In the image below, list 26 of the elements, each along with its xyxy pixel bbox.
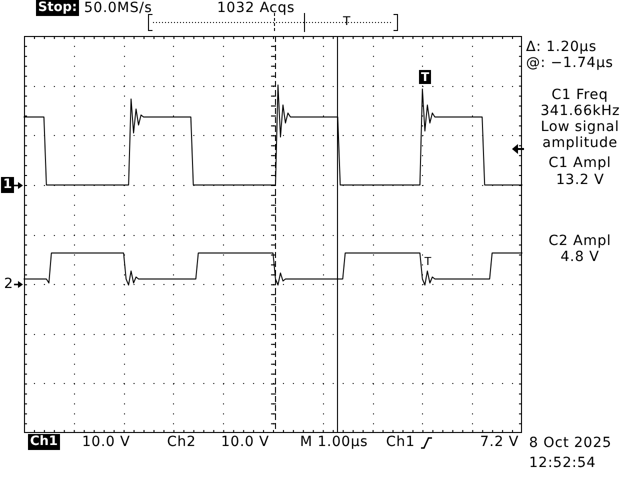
text: 2 bbox=[4, 276, 14, 292]
text: C1 Freq bbox=[552, 87, 608, 103]
text: 12:52:54 bbox=[529, 455, 596, 471]
text: @: −1.74µs bbox=[526, 55, 614, 71]
text: 1032 Acqs bbox=[217, 0, 295, 16]
text: 1 bbox=[1, 177, 14, 193]
text: Stop: bbox=[36, 0, 80, 16]
text: Ch1 bbox=[28, 434, 60, 450]
text: 10.0 V bbox=[221, 434, 270, 450]
text: M 1.00µs bbox=[300, 434, 368, 450]
text: Δ: 1.20µs bbox=[526, 39, 597, 55]
text: 13.2 V bbox=[556, 172, 604, 188]
text: 4.8 V bbox=[560, 249, 600, 265]
text: T bbox=[419, 70, 432, 84]
text: C2 Ampl bbox=[548, 233, 612, 249]
text: C1 Ampl bbox=[548, 155, 612, 171]
annotation: T bbox=[424, 254, 432, 268]
text: 10.0 V bbox=[82, 434, 130, 450]
text: 8 Oct 2025 bbox=[529, 435, 612, 451]
text: 50.0MS/s bbox=[84, 0, 152, 16]
text: 341.66kHz bbox=[540, 103, 620, 119]
text: 7.2 V bbox=[480, 434, 519, 450]
text: Low signal amplitude bbox=[540, 119, 620, 151]
text: Ch1 bbox=[386, 434, 416, 450]
text: Ch2 bbox=[167, 434, 196, 450]
text: T bbox=[343, 14, 351, 28]
